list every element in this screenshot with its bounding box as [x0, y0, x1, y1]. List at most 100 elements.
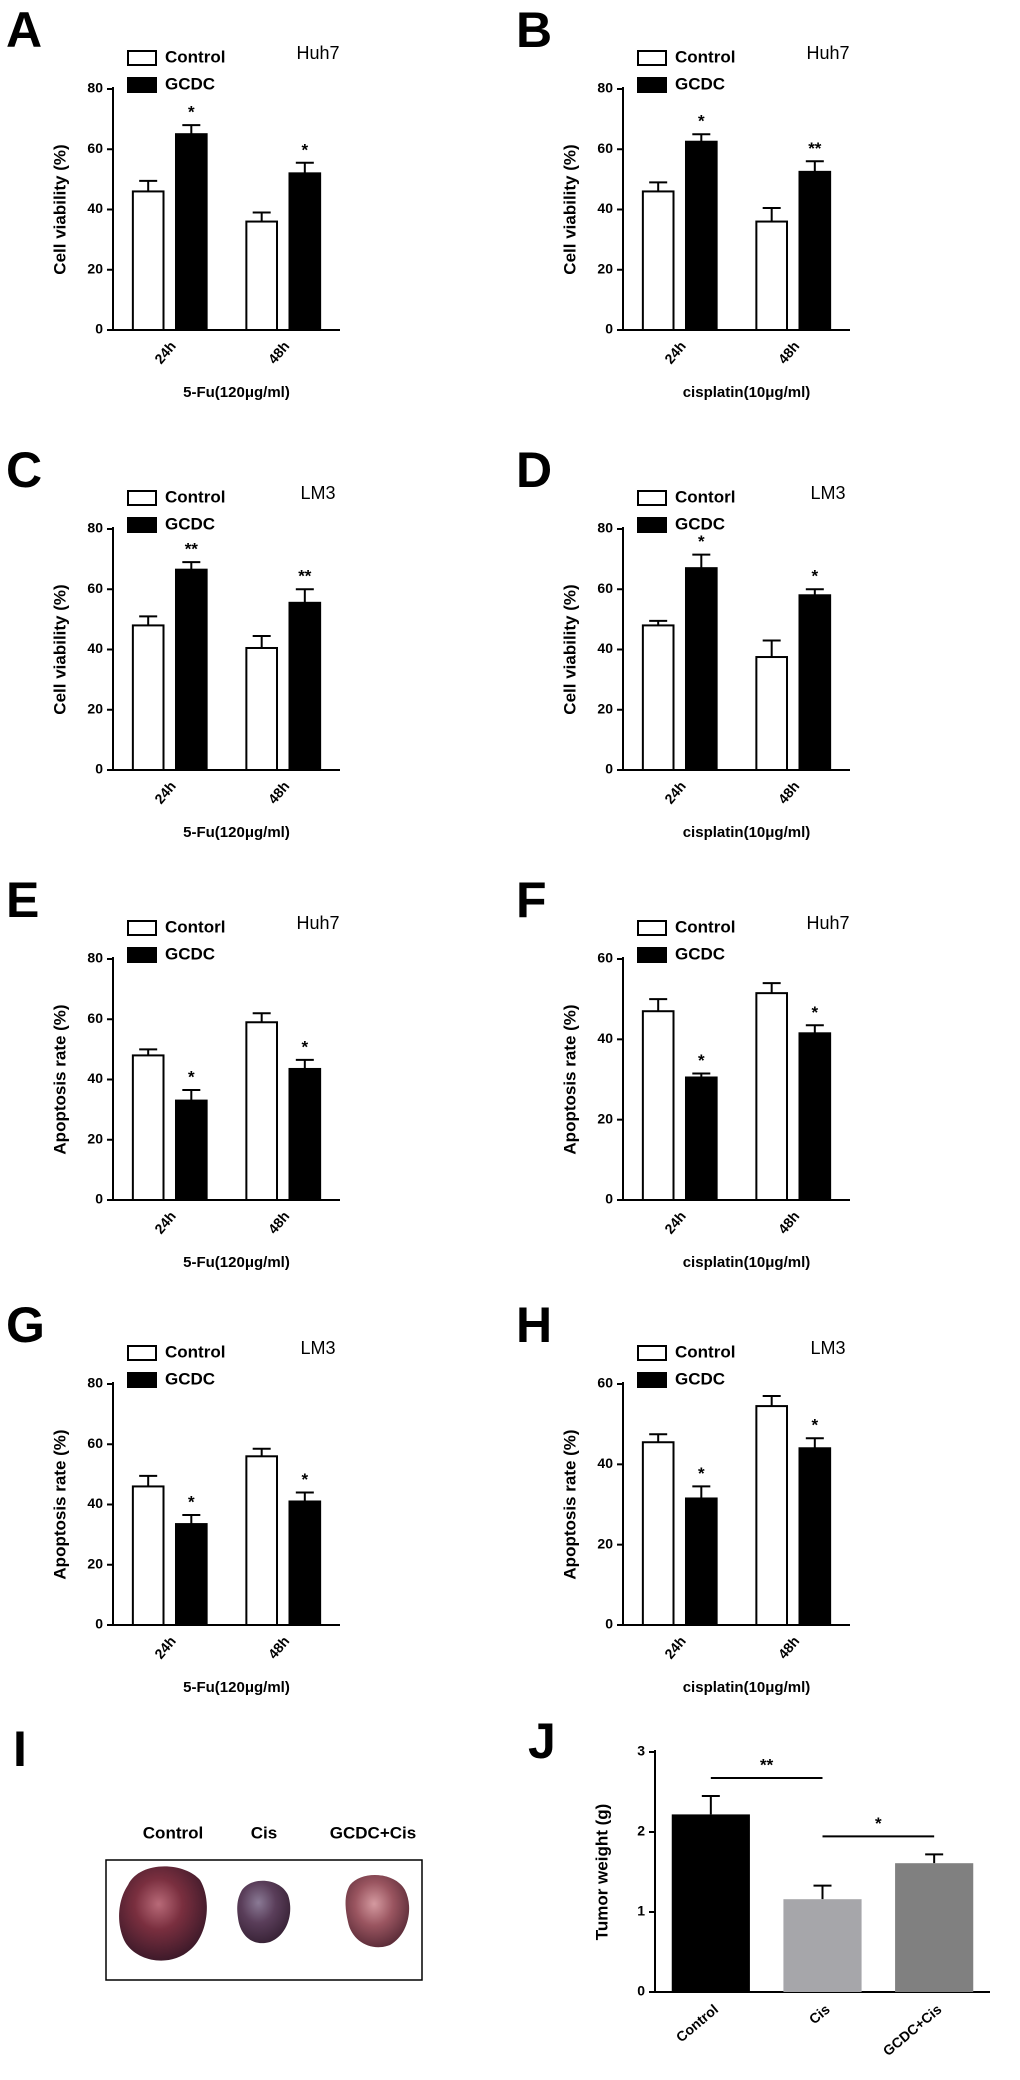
y-tick-label: 2: [637, 1823, 645, 1839]
x-tick-label: 24h: [151, 1633, 179, 1662]
legend-label: Control: [675, 1342, 735, 1361]
significance-mark: **: [808, 139, 822, 158]
bar: [245, 646, 279, 772]
bar: [288, 1067, 322, 1202]
photo-label: Cis: [251, 1823, 277, 1842]
significance-mark: *: [812, 1003, 819, 1022]
bar: [174, 1523, 208, 1627]
legend-label: Control: [165, 487, 225, 506]
panel-letter: J: [528, 1713, 556, 1769]
legend-swatch: [127, 490, 157, 506]
significance-mark: *: [188, 1493, 195, 1512]
y-axis-label: Apoptosis rate (%): [560, 1429, 579, 1579]
photo-label: Control: [143, 1823, 203, 1842]
y-tick-label: 0: [95, 1616, 103, 1632]
significance-mark: **: [185, 540, 199, 559]
bar: [755, 992, 789, 1201]
x-axis-label: cisplatin(10μg/ml): [683, 824, 811, 841]
legend-swatch: [637, 1372, 667, 1388]
y-tick-label: 80: [87, 80, 103, 96]
legend-swatch: [127, 50, 157, 66]
y-tick-label: 60: [87, 1010, 103, 1026]
x-axis-label: 5-Fu(120μg/ml): [183, 1254, 290, 1271]
y-tick-label: 80: [87, 520, 103, 536]
y-tick-label: 60: [597, 950, 613, 966]
y-tick-label: 20: [597, 260, 613, 276]
legend-swatch: [637, 947, 667, 963]
y-tick-label: 0: [95, 321, 103, 337]
y-tick-label: 20: [87, 1555, 103, 1571]
y-tick-label: 40: [87, 1070, 103, 1086]
significance-mark: *: [302, 140, 309, 159]
y-axis-label: Cell viability (%): [560, 144, 579, 274]
bar: [641, 1441, 675, 1627]
legend-swatch: [127, 947, 157, 963]
y-tick-label: 80: [597, 520, 613, 536]
bar: [174, 1099, 208, 1202]
bar: [684, 1497, 718, 1626]
chart-title: Huh7: [296, 43, 339, 63]
comparison-label: **: [760, 1755, 774, 1774]
bar: [245, 1455, 279, 1627]
y-tick-label: 60: [87, 1435, 103, 1451]
y-tick-label: 20: [597, 700, 613, 716]
panel-letter: D: [516, 442, 552, 498]
bar: [131, 190, 165, 331]
bar: [798, 1032, 832, 1202]
bar: [245, 220, 279, 331]
photo-label: GCDC+Cis: [330, 1823, 416, 1842]
bar: [684, 140, 718, 331]
bar: [798, 594, 832, 772]
x-axis-label: 5-Fu(120μg/ml): [183, 384, 290, 401]
legend-label: GCDC: [165, 1369, 215, 1388]
y-axis-label: Cell viability (%): [50, 144, 69, 274]
x-axis-label: cisplatin(10μg/ml): [683, 1254, 811, 1271]
bar: [798, 1447, 832, 1627]
y-axis-label: Apoptosis rate (%): [50, 1429, 69, 1579]
legend-swatch: [637, 517, 667, 533]
chart-title: LM3: [300, 1338, 335, 1358]
significance-mark: *: [698, 532, 705, 551]
significance-mark: *: [302, 1037, 309, 1056]
x-tick-label: 48h: [265, 778, 293, 807]
bar: [755, 1405, 789, 1627]
y-tick-label: 80: [87, 950, 103, 966]
y-tick-label: 60: [597, 1375, 613, 1391]
bar: [641, 1010, 675, 1202]
bar: [895, 1863, 974, 1992]
significance-mark: **: [298, 567, 312, 586]
y-tick-label: 0: [95, 761, 103, 777]
significance-mark: *: [698, 1464, 705, 1483]
y-tick-label: 20: [597, 1110, 613, 1126]
legend-swatch: [637, 50, 667, 66]
x-tick-label: Cis: [806, 2001, 833, 2027]
legend-swatch: [637, 920, 667, 936]
y-tick-label: 40: [87, 1495, 103, 1511]
y-tick-label: 20: [87, 260, 103, 276]
panel-letter: G: [6, 1297, 45, 1353]
y-tick-label: 0: [605, 321, 613, 337]
x-axis-label: cisplatin(10μg/ml): [683, 1679, 811, 1696]
x-tick-label: 48h: [775, 778, 803, 807]
bar: [684, 567, 718, 771]
legend-label: Contorl: [165, 917, 225, 936]
bar: [798, 170, 832, 331]
photo-panel: I Control Cis GCDC+Cis: [13, 1721, 423, 1981]
y-tick-label: 20: [87, 1130, 103, 1146]
x-axis-label: 5-Fu(120μg/ml): [183, 824, 290, 841]
y-axis-label: Cell viability (%): [50, 584, 69, 714]
bar: [288, 601, 322, 772]
y-tick-label: 1: [637, 1903, 645, 1919]
panel-letter: E: [6, 872, 39, 928]
significance-mark: *: [698, 112, 705, 131]
x-tick-label: GCDC+Cis: [880, 2001, 945, 2059]
bar: [755, 656, 789, 771]
panel-letter: C: [6, 442, 42, 498]
legend-label: GCDC: [165, 514, 215, 533]
comparison-label: *: [875, 1814, 882, 1833]
y-tick-label: 40: [597, 200, 613, 216]
bar: [671, 1814, 750, 1992]
legend-swatch: [127, 1372, 157, 1388]
y-tick-label: 40: [87, 640, 103, 656]
